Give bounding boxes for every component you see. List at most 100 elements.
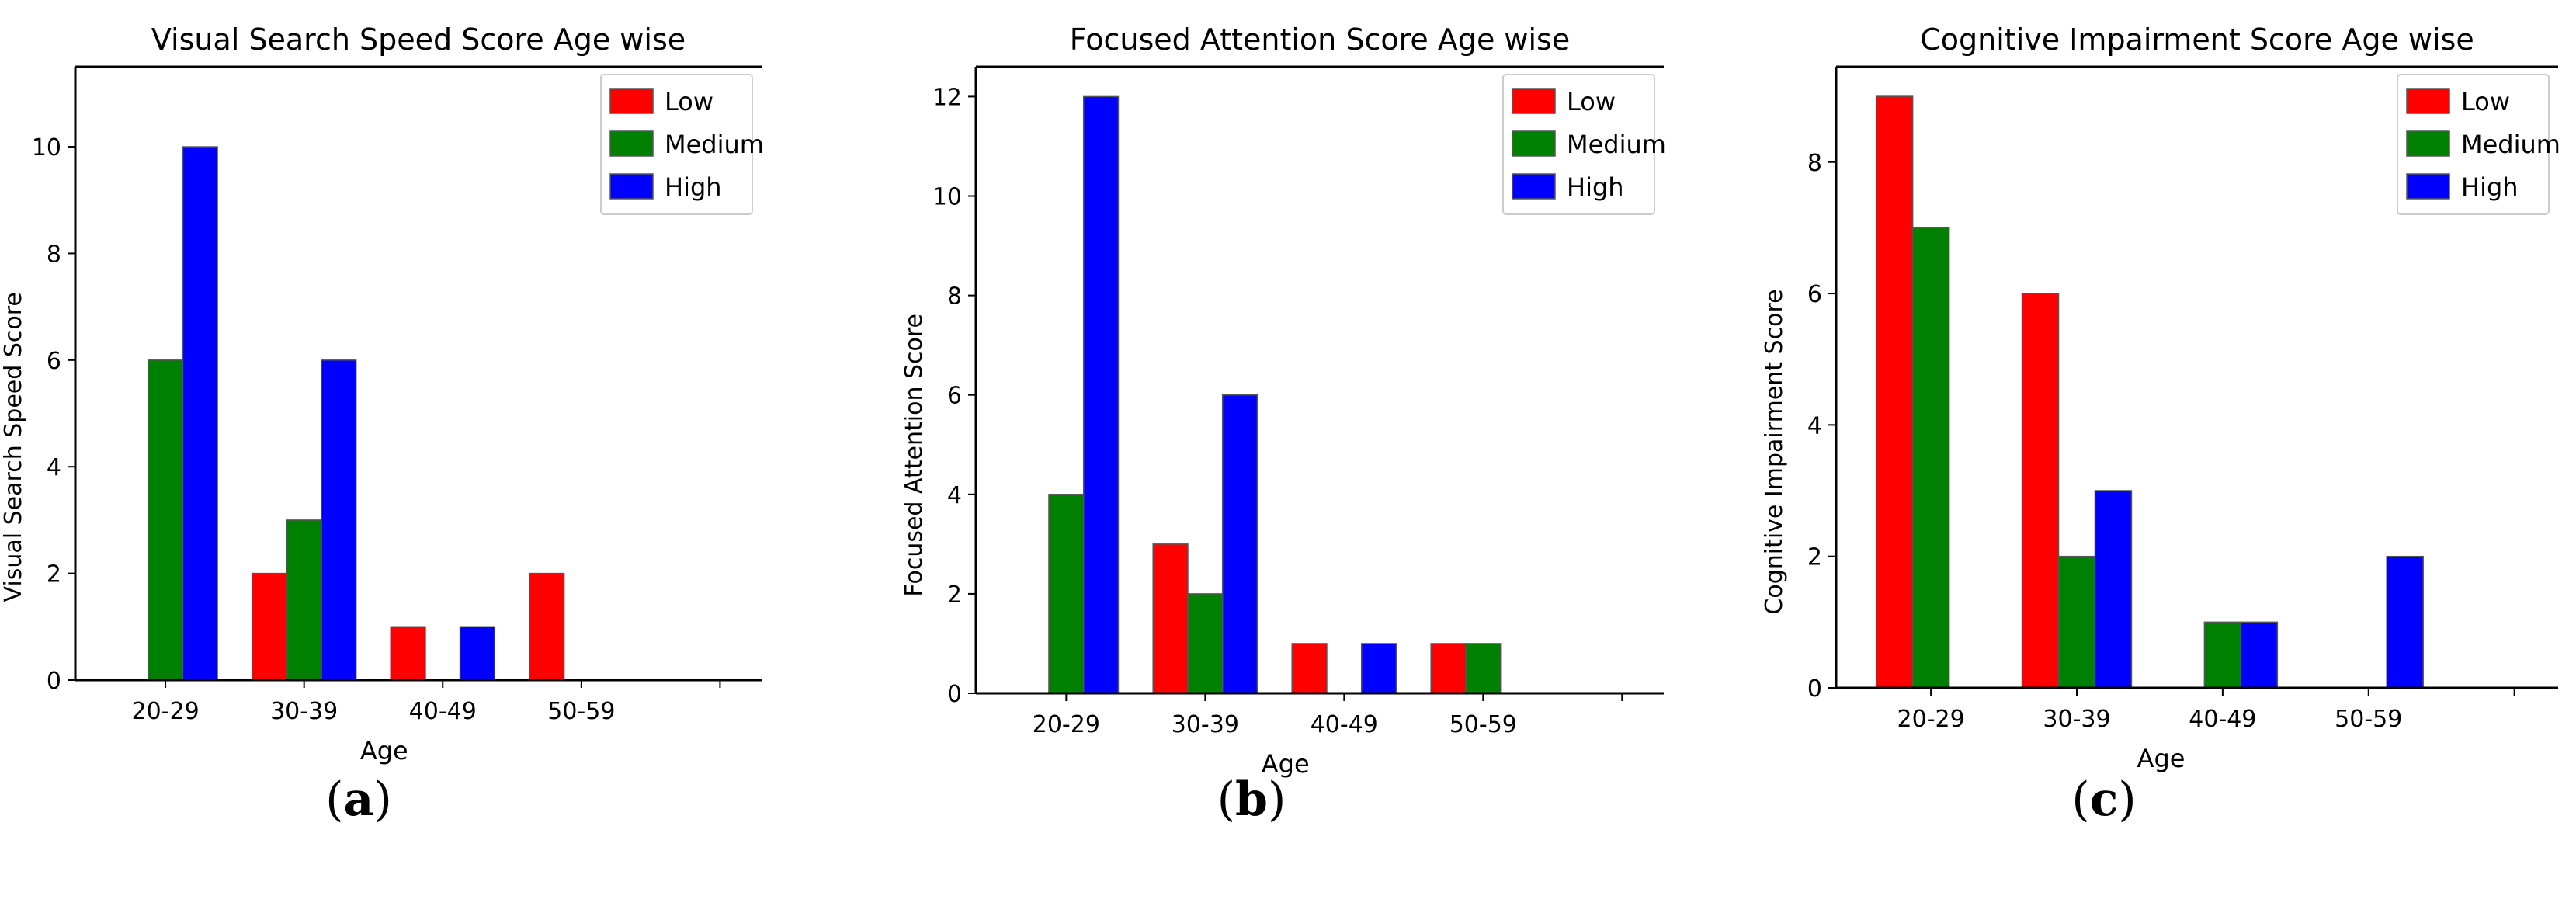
chart-title: Focused Attention Score Age wise	[1070, 23, 1570, 57]
y-tick-label-0: 0	[1807, 675, 1822, 703]
bar-medium-20-29	[148, 359, 184, 681]
chart-title: Cognitive Impairment Score Age wise	[1920, 23, 2474, 57]
y-tick-label-2: 2	[947, 581, 962, 609]
caption-open-paren: (	[325, 772, 343, 827]
x-tick-label-50-59: 50-59	[2335, 706, 2402, 733]
bar-low-20-29	[1875, 95, 1914, 689]
y-tick-label-10: 10	[932, 184, 962, 211]
legend-label-medium: Medium	[2461, 130, 2560, 159]
legend-swatch-medium	[609, 130, 654, 157]
legend-swatch-low	[609, 88, 654, 114]
y-tick-label-4: 4	[947, 482, 962, 509]
chart-title: Visual Search Speed Score Age wise	[151, 23, 686, 57]
bar-high-40-49	[1360, 643, 1397, 694]
bar-high-50-59	[2386, 555, 2424, 689]
y-tick-label-4: 4	[47, 454, 61, 481]
x-tick-label-30-39: 30-39	[270, 698, 338, 725]
x-axis-label: Age	[360, 736, 408, 765]
caption-label: a	[344, 772, 374, 827]
x-tick-label-40-49: 40-49	[409, 698, 477, 725]
y-tick-label-0: 0	[947, 681, 962, 708]
x-axis-label: Age	[2137, 744, 2185, 773]
legend-swatch-high	[609, 173, 654, 200]
legend-swatch-low	[2406, 88, 2450, 114]
legend-label-medium: Medium	[1567, 130, 1666, 159]
bar-medium-30-39	[1187, 593, 1224, 694]
y-tick-label-8: 8	[47, 241, 61, 268]
legend-label-high: High	[2461, 172, 2519, 202]
x-tick-label-40-49: 40-49	[2189, 706, 2256, 733]
bar-medium-40-49	[2203, 621, 2242, 689]
y-axis-label: Visual Search Speed Score	[0, 292, 27, 602]
y-tick-label-2: 2	[47, 561, 61, 588]
caption-label: c	[2090, 772, 2119, 827]
x-tick-label-20-29: 20-29	[1897, 706, 1965, 733]
bar-low-50-59	[1430, 643, 1467, 694]
chart-1: 0 2 4 6 8 10 20-29 30-39 40-49 50-59 Visual Search…	[0, 23, 764, 827]
x-tick-label-20-29: 20-29	[1033, 711, 1100, 738]
legend-swatch-low	[1512, 88, 1556, 114]
subfigure-caption: (a)	[325, 772, 392, 827]
bar-high-20-29	[182, 146, 218, 681]
caption-open-paren: (	[1217, 772, 1235, 827]
bar-high-40-49	[2240, 621, 2279, 689]
bar-high-30-39	[321, 359, 357, 681]
y-tick-label-10: 10	[32, 134, 61, 161]
bar-medium-30-39	[2057, 555, 2096, 689]
bar-high-30-39	[1221, 394, 1258, 694]
x-tick-label-50-59: 50-59	[547, 698, 615, 725]
bar-low-40-49	[1291, 643, 1328, 694]
y-tick-label-2: 2	[1807, 544, 1822, 571]
y-tick-label-0: 0	[47, 668, 61, 695]
y-tick-label-8: 8	[947, 283, 962, 311]
x-tick-label-30-39: 30-39	[2043, 706, 2110, 733]
y-tick-label-6: 6	[947, 383, 962, 410]
bar-low-30-39	[251, 572, 288, 681]
y-axis-label: Focused Attention Score	[901, 314, 928, 597]
caption-close-paren: )	[2118, 772, 2136, 827]
bar-low-30-39	[2021, 293, 2060, 689]
bar-low-40-49	[390, 626, 426, 681]
legend: Low Medium High	[2397, 74, 2560, 215]
bar-medium-50-59	[1465, 643, 1502, 694]
y-tick-label-4: 4	[1807, 412, 1822, 439]
x-tick-label-50-59: 50-59	[1449, 711, 1517, 738]
bar-low-30-39	[1152, 543, 1189, 694]
legend-swatch-medium	[2406, 130, 2450, 157]
x-axis-label: Age	[1262, 749, 1310, 779]
bar-high-30-39	[2094, 490, 2133, 689]
legend-label-high: High	[665, 172, 722, 202]
legend-label-low: Low	[665, 87, 713, 116]
legend-label-low: Low	[1567, 87, 1616, 116]
legend-swatch-high	[2406, 173, 2450, 200]
legend-label-low: Low	[2461, 87, 2510, 116]
bar-medium-30-39	[286, 519, 322, 681]
y-tick-label-6: 6	[47, 348, 61, 375]
y-tick-label-6: 6	[1807, 281, 1822, 308]
y-axis-label: Cognitive Impairment Score	[1761, 289, 1788, 614]
legend-label-medium: Medium	[665, 130, 764, 159]
bar-medium-20-29	[1911, 227, 1950, 689]
legend: Low Medium High	[600, 74, 764, 215]
caption-close-paren: )	[373, 772, 391, 827]
legend-swatch-medium	[1512, 130, 1556, 157]
bar-high-20-29	[1082, 95, 1120, 694]
x-tick-label-40-49: 40-49	[1311, 711, 1378, 738]
bar-high-40-49	[459, 626, 495, 681]
subfigure-caption: (c)	[2071, 772, 2136, 827]
bar-medium-20-29	[1048, 494, 1085, 694]
y-tick-label-12: 12	[932, 84, 962, 111]
chart-2: 0 2 4 6 8 10 12 20-29 30-39 40-49 50-59 Focused Att…	[901, 23, 1666, 827]
caption-label: b	[1235, 772, 1268, 827]
chart-3: 0 2 4 6 8 20-29 30-39 40-49 50-59 Cognitive Impai…	[1761, 23, 2560, 827]
legend-label-high: High	[1567, 172, 1624, 202]
bar-low-50-59	[529, 572, 565, 681]
legend: Low Medium High	[1502, 74, 1666, 215]
caption-open-paren: (	[2071, 772, 2089, 827]
legend-swatch-high	[1512, 173, 1556, 200]
x-tick-label-30-39: 30-39	[1172, 711, 1239, 738]
y-tick-label-8: 8	[1807, 150, 1822, 177]
caption-close-paren: )	[1268, 772, 1286, 827]
subfigure-caption: (b)	[1217, 772, 1286, 827]
